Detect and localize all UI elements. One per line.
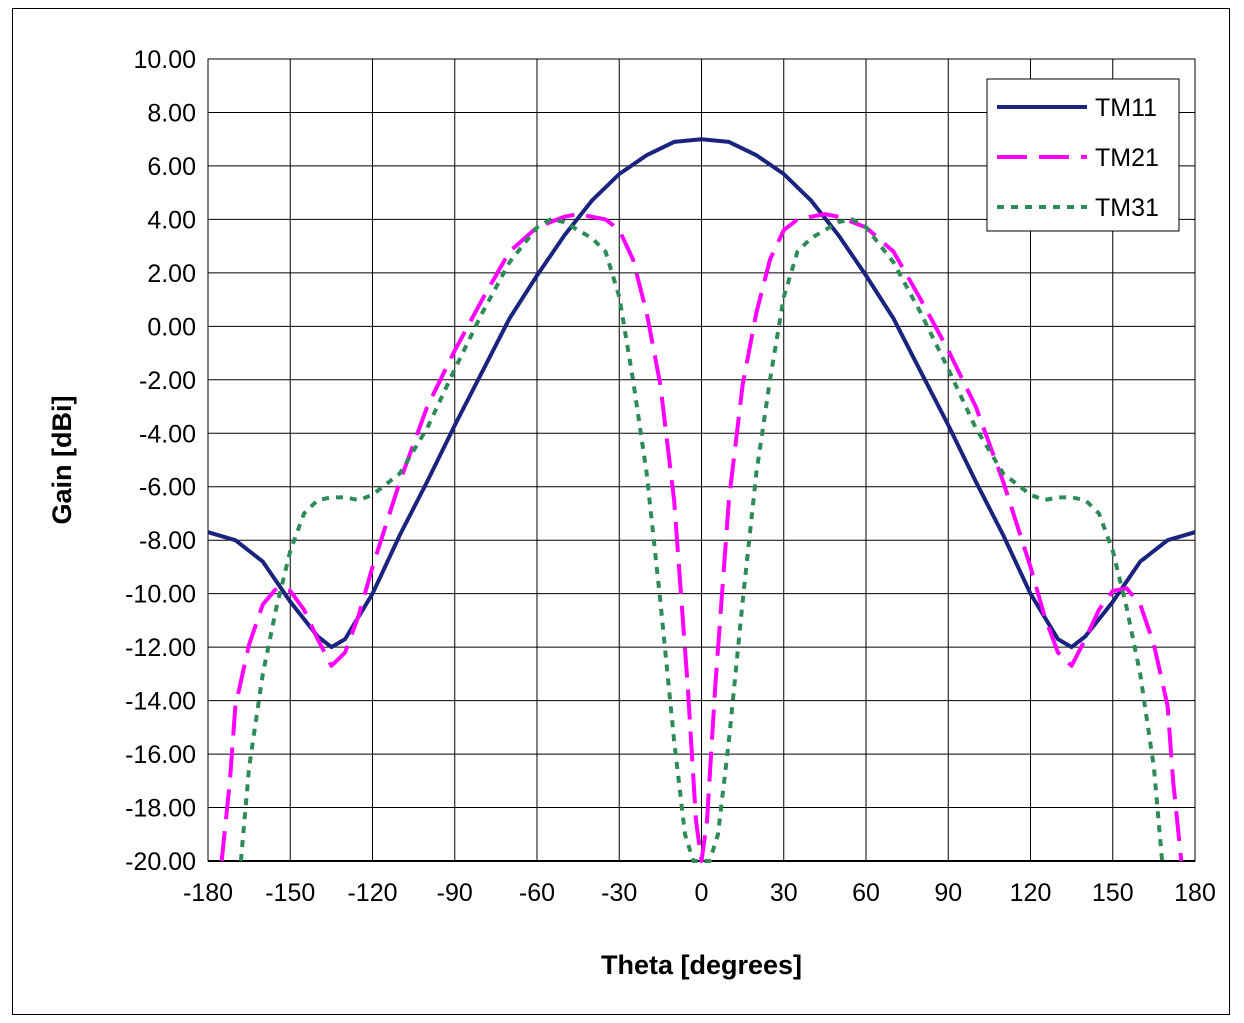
y-tick-label: -16.00 <box>125 741 196 769</box>
legend-label-tm11: TM11 <box>1095 94 1157 122</box>
y-tick-label: -6.00 <box>139 474 196 502</box>
x-tick-label: -120 <box>347 879 397 907</box>
x-tick-label: 90 <box>934 879 962 907</box>
x-tick-label: -60 <box>519 879 555 907</box>
x-tick-label: 120 <box>1010 879 1052 907</box>
x-tick-label: 180 <box>1174 879 1216 907</box>
series-line-tm21 <box>219 212 1184 863</box>
y-tick-label: -12.00 <box>125 634 196 662</box>
y-tick-label: 6.00 <box>147 153 196 181</box>
x-tick-label: 0 <box>695 879 709 907</box>
x-tick-label: -180 <box>183 879 233 907</box>
y-axis-ticks: 10.00 8.00 6.00 4.00 2.00 0.00 -2.00 -4.00 -6.00… <box>125 46 196 876</box>
x-tick-label: -30 <box>601 879 637 907</box>
x-tick-label: 60 <box>852 879 880 907</box>
y-tick-label: 0.00 <box>147 313 196 341</box>
y-tick-label: -2.00 <box>139 367 196 395</box>
series-line-tm31 <box>238 217 1165 863</box>
y-tick-label: -10.00 <box>125 581 196 609</box>
gain-chart: 10.00 8.00 6.00 4.00 2.00 0.00 -2.00 -4.00 -6.00… <box>47 46 1216 980</box>
y-tick-label: -20.00 <box>125 848 196 876</box>
x-tick-label: -90 <box>437 879 473 907</box>
x-axis-title: Theta [degrees] <box>601 950 802 980</box>
y-tick-label: 4.00 <box>147 206 196 234</box>
y-tick-label: -4.00 <box>139 420 196 448</box>
series-layer <box>207 137 1196 863</box>
legend-label-tm21: TM21 <box>1095 144 1159 172</box>
x-tick-label: 150 <box>1092 879 1134 907</box>
y-axis-title: Gain [dBi] <box>47 396 77 525</box>
y-tick-label: 8.00 <box>147 99 196 127</box>
legend: TM11 TM21 TM31 <box>986 78 1180 232</box>
legend-label-tm31: TM31 <box>1095 194 1159 222</box>
x-tick-label: -150 <box>265 879 315 907</box>
y-tick-label: -14.00 <box>125 688 196 716</box>
y-tick-label: -8.00 <box>139 527 196 555</box>
y-tick-label: 10.00 <box>133 46 196 74</box>
x-axis-ticks: -180 -150 -120 -90 -60 -30 0 30 60 90 120 150 180 <box>183 879 1216 907</box>
chart-frame: 10.00 8.00 6.00 4.00 2.00 0.00 -2.00 -4.00 -6.00… <box>12 8 1230 1015</box>
y-tick-label: -18.00 <box>125 795 196 823</box>
x-tick-label: 30 <box>770 879 798 907</box>
y-tick-label: 2.00 <box>147 260 196 288</box>
